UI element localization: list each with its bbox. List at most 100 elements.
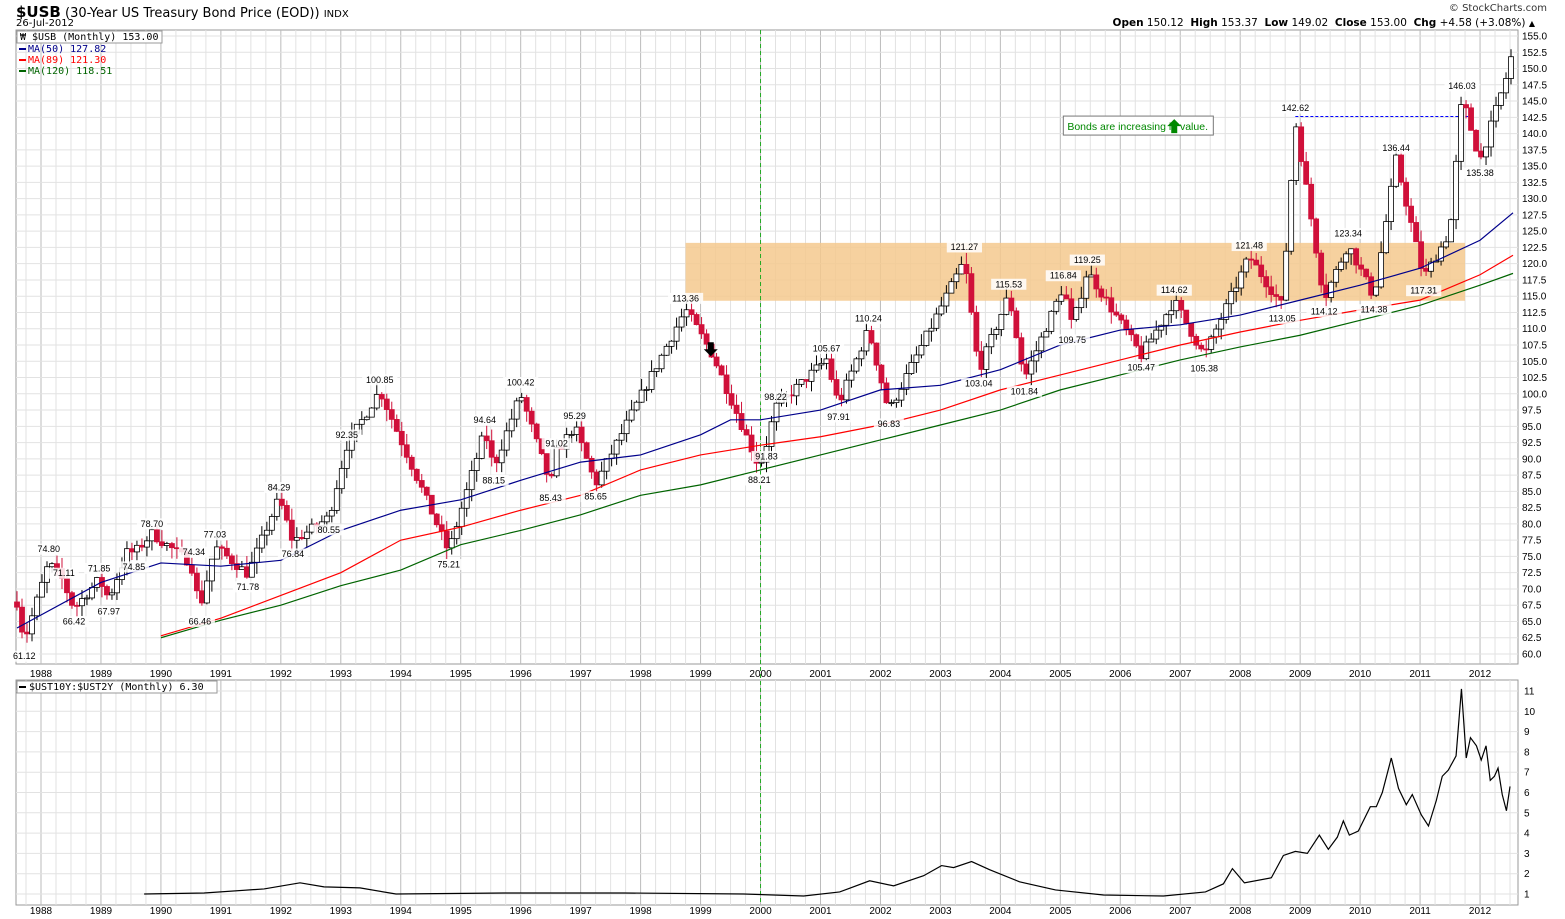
- price-label-text: 85.65: [584, 492, 607, 502]
- price-label-text: 66.42: [63, 617, 86, 627]
- candle-body: [958, 264, 965, 275]
- copyright: © StockCharts.com: [1448, 3, 1547, 14]
- price-label: 78.70: [136, 518, 167, 530]
- x-tick-label: 1998: [629, 669, 652, 680]
- price-label-bg: [1069, 254, 1105, 266]
- candle-body: [1068, 298, 1075, 320]
- price-label-text: 88.21: [748, 475, 771, 485]
- candle-body: [139, 544, 145, 548]
- y-tick-label: 122.5: [1522, 243, 1547, 254]
- price-label-bg: [1277, 102, 1313, 114]
- candle-body: [993, 329, 1000, 335]
- price-label: 110.24: [850, 313, 887, 325]
- candle-body: [169, 543, 175, 549]
- candle-body: [998, 313, 1005, 330]
- price-label-text: 114.62: [1161, 285, 1188, 295]
- price-label: 66.46: [184, 615, 215, 627]
- candle-body: [673, 326, 680, 342]
- price-label: 74.85: [118, 561, 149, 573]
- price-label: 71.85: [84, 562, 115, 574]
- price-label-text: 117.31: [1410, 286, 1437, 296]
- candle-body: [523, 397, 530, 412]
- candle-body: [1103, 296, 1110, 299]
- price-label-bg: [760, 391, 791, 403]
- price-label-text: 105.38: [1190, 363, 1218, 373]
- price-label-text: 85.43: [539, 493, 562, 503]
- y-tick-label: 100.0: [1522, 389, 1547, 400]
- ratio-x-tick-label: 2006: [1109, 906, 1132, 917]
- candle-body: [1248, 258, 1255, 261]
- candle-body: [1138, 345, 1145, 360]
- ratio-y-tick-label: 7: [1524, 768, 1530, 779]
- candle-body: [1173, 299, 1180, 312]
- candle-body: [1483, 146, 1489, 158]
- candle-body: [553, 447, 560, 477]
- candle-body: [988, 334, 995, 348]
- down-arrow-icon: [703, 342, 718, 357]
- price-label: 84.29: [264, 481, 295, 493]
- candle-body: [938, 305, 945, 315]
- candle-body: [343, 449, 350, 469]
- candle-body: [223, 547, 230, 557]
- candle-body: [24, 631, 30, 635]
- price-label-text: 77.03: [204, 530, 227, 540]
- price-label: 146.03: [1444, 80, 1480, 92]
- candle-body: [433, 513, 440, 526]
- candle-body: [578, 426, 585, 444]
- price-label: 114.12: [1306, 305, 1342, 317]
- price-label-bg: [58, 616, 89, 628]
- candle-body: [1063, 294, 1070, 300]
- price-label-bg: [559, 410, 590, 422]
- ratio-x-tick-label: 1991: [210, 906, 233, 917]
- candle-body: [828, 358, 835, 380]
- ratio-x-tick-label: 2012: [1469, 906, 1492, 917]
- candle-body: [848, 370, 855, 381]
- candle-body: [1503, 78, 1509, 94]
- price-label-bg: [277, 548, 308, 560]
- candle-body: [798, 379, 805, 385]
- ratio-y-tick-label: 5: [1524, 808, 1530, 819]
- candle-body: [1358, 264, 1365, 270]
- candle-body: [1373, 286, 1380, 296]
- candle-body: [243, 566, 250, 578]
- ma120-line: [160, 272, 1514, 639]
- candle-body: [878, 364, 885, 384]
- candle-body: [1023, 363, 1030, 375]
- price-label-bg: [232, 581, 263, 593]
- price-label: 66.42: [58, 616, 89, 628]
- candle-body: [203, 580, 210, 604]
- candle-body: [448, 538, 455, 549]
- candle-body: [1328, 281, 1335, 298]
- price-label: 105.67: [808, 342, 845, 354]
- ratio-y-tick-label: 6: [1524, 788, 1530, 799]
- candle-body: [618, 433, 625, 441]
- candle-body: [1198, 344, 1205, 350]
- candle-body: [79, 598, 85, 607]
- x-tick-label: 2004: [989, 669, 1012, 680]
- candle-body: [963, 264, 970, 275]
- candle-body: [1028, 360, 1035, 375]
- ratio-x-tick-label: 2004: [989, 906, 1012, 917]
- candle-body: [308, 523, 315, 533]
- candle-body: [1308, 183, 1315, 220]
- price-label-bg: [1462, 167, 1498, 179]
- annotation-text: Bonds are increasing in value.: [1067, 121, 1208, 133]
- y-tick-label: 142.5: [1522, 113, 1547, 124]
- x-tick-label: 1997: [570, 669, 593, 680]
- legend-entry: MA(50) 127.82: [28, 44, 106, 55]
- candle-body: [393, 418, 400, 432]
- price-label-bg: [331, 429, 362, 441]
- candle-body: [718, 365, 725, 376]
- ratio-x-tick-label: 1990: [150, 906, 173, 917]
- price-label: 76.84: [277, 548, 308, 560]
- candle-body: [413, 468, 420, 481]
- candle-body: [1458, 104, 1464, 162]
- x-tick-label: 1995: [450, 669, 473, 680]
- candle-body: [498, 449, 505, 464]
- candle-body: [1133, 334, 1140, 347]
- candle-body: [198, 590, 205, 604]
- candle-body: [638, 389, 645, 403]
- candle-body: [1383, 221, 1390, 254]
- legend-box: [16, 30, 163, 44]
